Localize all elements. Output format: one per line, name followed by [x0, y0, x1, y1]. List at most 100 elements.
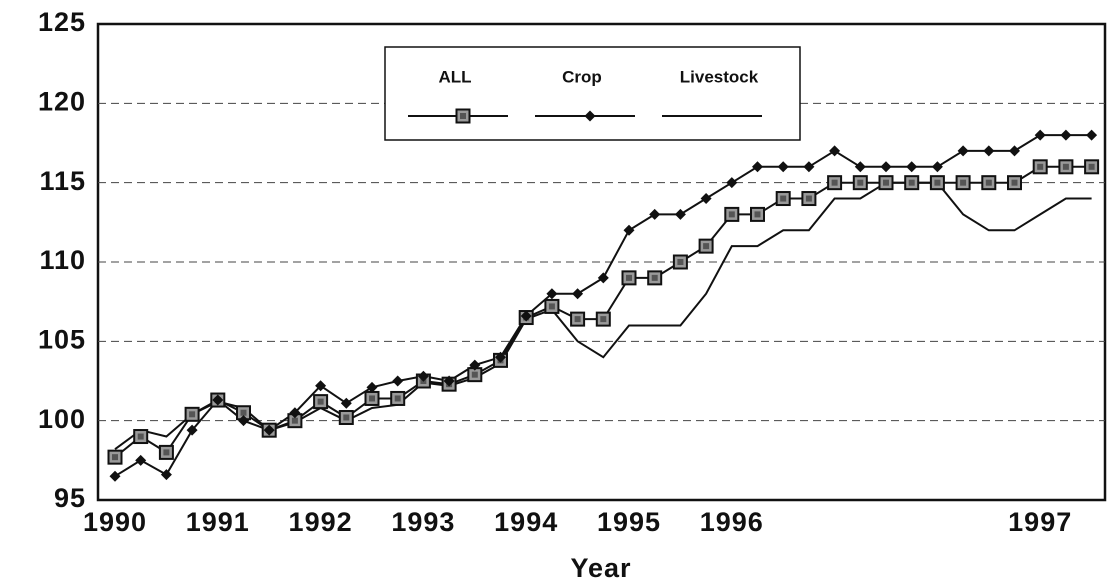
marker-diamond — [340, 397, 352, 409]
x-tick-label: 1992 — [289, 507, 353, 537]
legend-label: Crop — [562, 67, 602, 86]
marker-square — [672, 254, 688, 270]
x-axis-label: Year — [570, 553, 631, 583]
marker-diamond — [1086, 129, 1098, 141]
x-tick-label: 1993 — [391, 507, 455, 537]
marker-inner — [626, 274, 632, 281]
y-tick-label: 110 — [39, 245, 86, 275]
marker-diamond — [417, 370, 429, 382]
marker-inner — [137, 433, 144, 440]
marker-inner — [677, 259, 684, 265]
marker-diamond — [212, 394, 224, 406]
marker-inner — [960, 179, 967, 186]
marker-square — [827, 175, 843, 191]
x-tick-label: 1991 — [186, 507, 250, 537]
legend: ALL Crop Livestock — [384, 46, 801, 141]
x-tick-label: 1994 — [494, 507, 558, 537]
marker-inner — [317, 398, 324, 405]
marker-diamond — [584, 110, 596, 122]
marker-inner — [780, 195, 787, 202]
marker-diamond — [700, 193, 712, 205]
marker-inner — [831, 179, 838, 186]
marker-square — [698, 238, 714, 254]
marker-square — [313, 394, 329, 410]
marker-square — [107, 449, 123, 465]
marker-diamond — [495, 351, 506, 363]
marker-inner — [985, 179, 992, 186]
marker-square — [801, 191, 817, 207]
marker-diamond — [238, 415, 249, 427]
legend-box — [384, 46, 801, 141]
marker-inner — [1037, 163, 1044, 170]
marker-square — [133, 429, 149, 445]
marker-square — [455, 108, 471, 124]
marker-square — [647, 270, 663, 286]
marker-diamond — [777, 161, 789, 173]
series-line — [114, 181, 1092, 451]
marker-square — [1084, 159, 1100, 175]
marker-inner — [651, 274, 658, 281]
marker-inner — [908, 179, 915, 186]
marker-diamond — [674, 208, 686, 220]
marker-square — [955, 175, 971, 191]
marker-inner — [883, 179, 889, 186]
marker-diamond — [109, 470, 121, 482]
y-tick-label: 95 — [54, 483, 86, 513]
marker-inner — [163, 449, 170, 456]
y-tick-label: 125 — [38, 7, 86, 37]
marker-inner — [112, 454, 118, 461]
marker-square — [390, 390, 406, 406]
marker-square — [981, 175, 997, 191]
marker-square — [929, 175, 945, 191]
marker-diamond — [957, 145, 969, 157]
marker-diamond — [854, 161, 866, 173]
marker-diamond — [829, 145, 841, 157]
marker-diamond — [752, 161, 763, 173]
marker-inner — [548, 303, 555, 310]
marker-diamond — [1009, 145, 1020, 157]
x-tick-label: 1996 — [700, 507, 764, 537]
x-tick-label: 1997 — [1008, 507, 1072, 537]
marker-diamond — [623, 224, 635, 236]
marker-diamond — [803, 161, 815, 173]
marker-diamond — [520, 310, 532, 322]
marker-square — [184, 406, 200, 422]
marker-diamond — [443, 375, 455, 387]
marker-square — [750, 206, 765, 222]
marker-square — [544, 298, 560, 314]
marker-inner — [189, 411, 196, 418]
marker-inner — [934, 179, 941, 186]
marker-square — [1032, 159, 1048, 175]
marker-diamond — [906, 161, 918, 173]
marker-diamond — [1060, 129, 1072, 141]
marker-inner — [291, 417, 298, 424]
marker-inner — [703, 243, 710, 250]
marker-diamond — [469, 359, 481, 371]
y-tick-label: 120 — [38, 86, 86, 116]
marker-square — [1058, 159, 1074, 175]
marker-diamond — [931, 161, 943, 173]
marker-diamond — [546, 288, 558, 300]
marker-diamond — [572, 288, 584, 300]
marker-inner — [394, 395, 401, 402]
marker-inner — [1062, 163, 1069, 170]
marker-inner — [600, 316, 607, 323]
marker-diamond — [135, 454, 147, 466]
legend-label: ALL — [438, 67, 471, 86]
marker-square — [775, 191, 791, 207]
marker-square — [878, 175, 894, 191]
x-tick-label: 1990 — [83, 507, 147, 537]
marker-diamond — [263, 424, 275, 436]
marker-square — [1007, 175, 1022, 191]
marker-inner — [1088, 163, 1095, 170]
marker-square — [852, 175, 868, 191]
marker-diamond — [649, 208, 661, 220]
marker-inner — [240, 409, 247, 416]
marker-inner — [471, 371, 478, 378]
marker-inner — [857, 179, 864, 186]
marker-square — [621, 270, 637, 286]
marker-diamond — [1034, 129, 1046, 141]
marker-square — [364, 390, 380, 406]
marker-diamond — [726, 177, 738, 189]
